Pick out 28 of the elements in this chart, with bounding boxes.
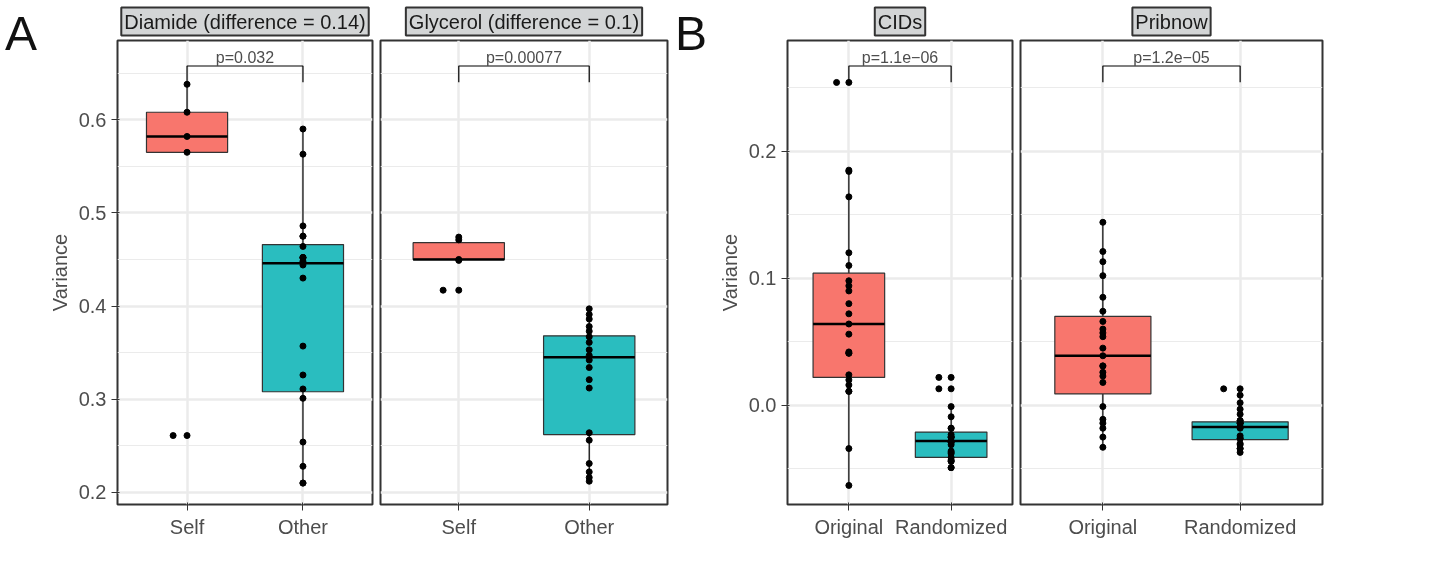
annotation: p=1.1e−06	[861, 49, 939, 67]
y-tick-label: 0.2	[748, 140, 777, 163]
x-tick-label: Other	[564, 515, 615, 538]
y-tick-label: 0.5	[78, 201, 107, 224]
y-tick-label: 0.2	[78, 481, 107, 504]
x-tick-label: Self	[169, 515, 205, 538]
chart-title: CIDs	[877, 10, 923, 33]
x-tick-label: Other	[277, 515, 329, 538]
y-tick-label: 0.0	[748, 394, 777, 417]
annotation: p=1.2e−05	[1133, 49, 1210, 67]
text: B	[675, 6, 708, 62]
y-tick-label: 0.3	[78, 388, 107, 411]
y-tick-label: 0.6	[78, 108, 107, 131]
annotation: p=0.00077	[485, 49, 563, 67]
y-tick-label: 0.4	[78, 295, 107, 318]
chart-title: Pribnow	[1135, 10, 1209, 33]
annotation: p=0.032	[215, 49, 275, 67]
x-tick-label: Self	[441, 515, 477, 538]
x-tick-label: Original	[814, 515, 884, 538]
x-tick-label: Randomized	[1183, 515, 1297, 538]
y-axis-title: Variance	[48, 233, 71, 312]
y-tick-label: 0.1	[748, 267, 777, 290]
chart-title: Glycerol (difference = 0.1)	[408, 10, 640, 33]
chart-title: Diamide (difference = 0.14)	[124, 10, 366, 33]
x-tick-label: Original	[1068, 515, 1138, 538]
y-axis-title: Variance	[718, 233, 741, 312]
x-tick-label: Randomized	[894, 515, 1008, 538]
text: A	[5, 6, 38, 62]
